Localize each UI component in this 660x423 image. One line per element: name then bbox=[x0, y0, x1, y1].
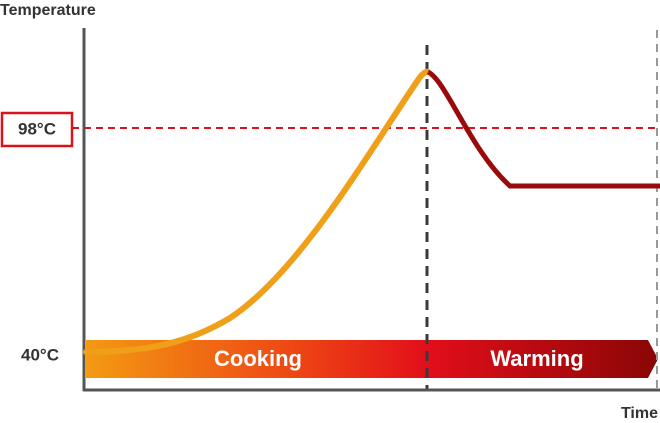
x-axis-label: Time bbox=[621, 405, 658, 422]
level-label: 40°C bbox=[21, 345, 59, 364]
cooking-curve bbox=[83, 68, 431, 355]
threshold-box bbox=[0, 111, 74, 148]
y-axis-label: Temperature bbox=[0, 2, 96, 19]
level-label: 98°C bbox=[18, 119, 56, 138]
phase-label: Warming bbox=[490, 346, 583, 371]
warming-curve bbox=[426, 69, 660, 189]
phase-band bbox=[86, 340, 658, 378]
phase-label: Cooking bbox=[214, 346, 302, 371]
